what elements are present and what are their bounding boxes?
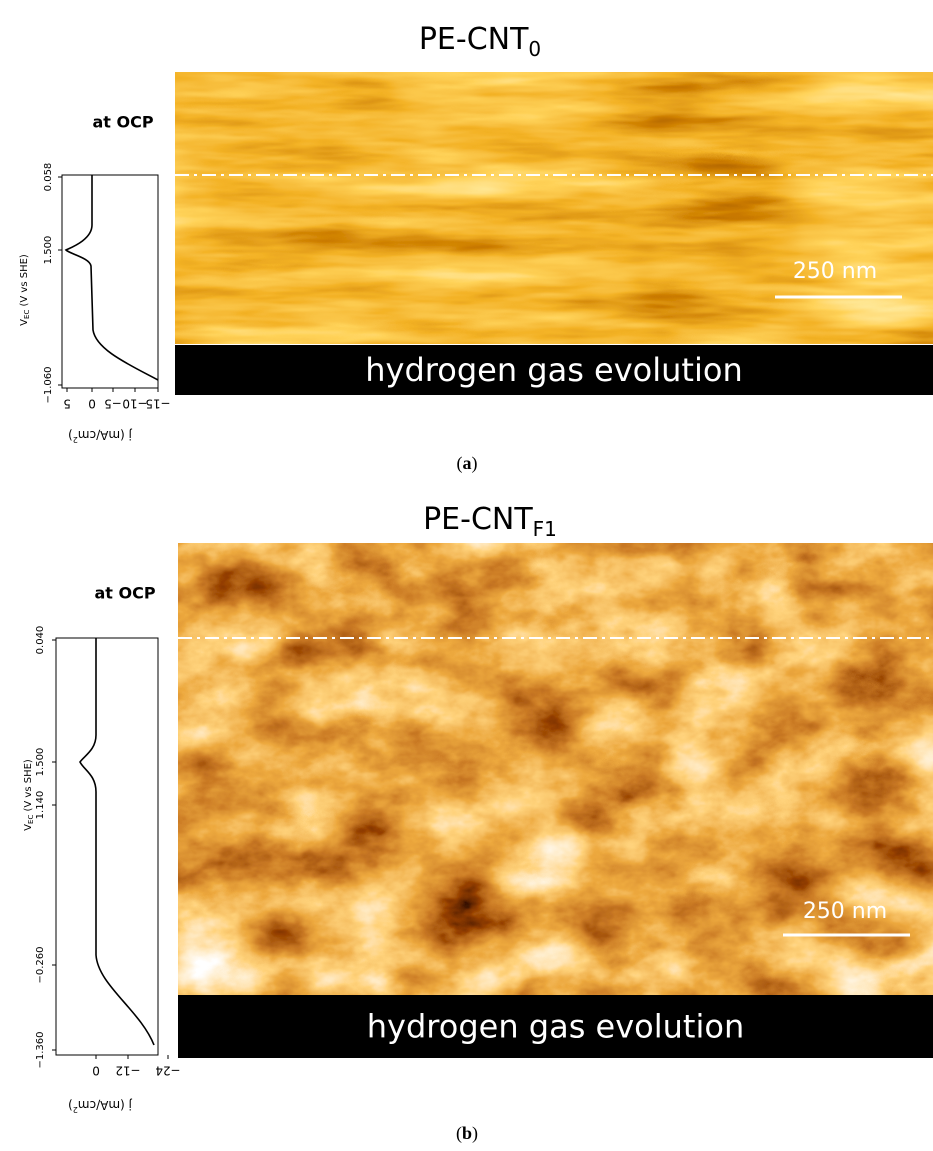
y-label-rest: (V vs SHE) — [23, 759, 34, 815]
banner-text: hydrogen gas evolution — [365, 351, 742, 389]
y-label-subscript: EC — [23, 310, 31, 319]
y-tick-label: 1.140 — [35, 791, 46, 820]
x-label-superscript: 2 — [73, 1106, 78, 1115]
y-label-main: V — [23, 824, 34, 831]
y-tick-label: −1.060 — [43, 366, 54, 403]
scale-bar-label: 250 nm — [803, 899, 887, 924]
caption-letter: b — [462, 1123, 472, 1143]
x-label-rest: ) — [68, 1099, 73, 1113]
current-curve — [79, 638, 155, 1046]
x-axis-label: j (mA/cm2) — [68, 429, 133, 445]
y-tick-label: 0.058 — [43, 163, 54, 192]
y-tick-label: 0.040 — [35, 626, 46, 655]
y-label-subscript: EC — [27, 815, 35, 824]
x-tick-label: −12 — [115, 1064, 140, 1078]
plot-frame — [55, 637, 159, 1056]
x-tick-label: 5 — [63, 397, 71, 411]
x-tick-label: 0 — [92, 1064, 100, 1078]
ocp-label: at OCP — [94, 584, 155, 603]
current-curve — [64, 175, 159, 381]
panel-caption: (b) — [456, 1123, 478, 1144]
x-label-main: j (mA/cm — [78, 429, 133, 443]
panel-title: PE-CNTF1 — [423, 502, 557, 541]
y-tick-label: −0.260 — [35, 946, 46, 983]
x-tick-label: −5 — [104, 397, 122, 411]
scale-bar-label: 250 nm — [793, 259, 877, 284]
caption-close: ) — [472, 1123, 478, 1144]
x-label-rest: ) — [68, 429, 73, 443]
banner-bg — [178, 995, 933, 1058]
banner-bg — [175, 345, 933, 395]
title-subscript: 0 — [528, 37, 541, 61]
x-tick-label: 0 — [88, 397, 96, 411]
y-label-rest: (V vs SHE) — [19, 254, 30, 310]
x-tick-label: −24 — [155, 1064, 180, 1078]
y-tick-label: 1.500 — [35, 748, 46, 777]
afm-image — [175, 72, 933, 344]
panel-caption: (a) — [457, 453, 478, 474]
caption-open: ( — [456, 1123, 462, 1144]
title-main: PE-CNT — [423, 502, 533, 537]
caption-letter: a — [463, 453, 472, 473]
y-tick-label: −1.360 — [35, 1031, 46, 1068]
afm-image — [178, 543, 933, 995]
y-tick-label: 1.500 — [43, 236, 54, 265]
ocp-label: at OCP — [92, 113, 153, 132]
caption-close: ) — [472, 453, 478, 474]
y-axis-label: VEC (V vs SHE) — [19, 254, 31, 326]
x-axis-label: j (mA/cm2) — [68, 1099, 133, 1115]
title-main: PE-CNT — [419, 22, 529, 57]
caption-open: ( — [457, 453, 463, 474]
x-label-main: j (mA/cm — [78, 1099, 133, 1113]
panel-title: PE-CNT0 — [419, 22, 541, 61]
x-label-superscript: 2 — [73, 436, 78, 445]
panel: PE-CNTF1 hydrogen gas evolution 250 nm at O… — [23, 502, 933, 1144]
x-tick-label: −10 — [122, 397, 147, 411]
x-tick-label: −15 — [145, 397, 170, 411]
y-label-main: V — [19, 319, 30, 326]
title-subscript: F1 — [533, 517, 557, 541]
y-axis-label: VEC (V vs SHE) — [23, 759, 35, 831]
plot-frame — [61, 174, 159, 389]
banner-text: hydrogen gas evolution — [367, 1008, 744, 1046]
